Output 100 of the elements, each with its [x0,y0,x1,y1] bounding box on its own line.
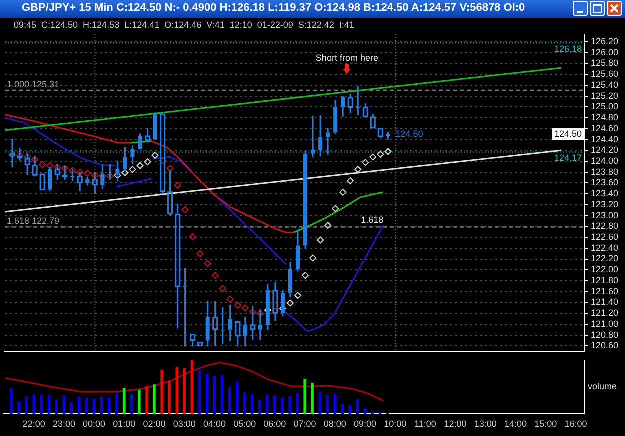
bar [78,396,81,414]
bar [213,376,216,414]
candlestick [341,96,346,118]
bar [236,382,239,414]
y-tick-label: 124.40 [591,134,619,144]
bar [40,395,43,414]
ref-line-label: 1.618 122.79 [7,216,60,226]
x-tick-label: 01:00 [113,419,136,430]
ref-line-label: 124.17 [554,153,582,164]
y-tick-label: 121.00 [591,318,619,329]
y-axis-title: volume [588,382,618,392]
bar [266,395,269,414]
x-tick-label: 09:00 [354,419,377,430]
bar [138,390,141,414]
candlestick [198,342,204,346]
bar [288,396,292,414]
candlestick [108,164,112,181]
x-tick-label: 00:00 [83,419,106,430]
annotation: 1.618 [361,215,384,226]
ref-line-label: 1.000 125.31 [7,79,60,90]
bar [244,392,246,414]
candlestick [183,267,188,348]
candlestick [138,133,142,150]
x-tick-label: 12:00 [444,419,467,430]
y-tick-label: 122.40 [591,242,619,253]
y-tick-label: 121.40 [591,297,619,308]
bar [364,408,367,414]
bar [32,394,36,414]
bar [123,388,126,414]
x-tick-label: 08:00 [324,419,346,430]
bar [55,400,58,414]
candlestick [272,281,278,322]
y-tick-label: 123.80 [591,166,619,177]
y-tick-label: 125.00 [591,102,619,112]
y-tick-label: 125.60 [591,69,619,80]
y-tick-label: 123.60 [591,178,619,188]
bar [274,395,276,414]
candlestick [311,115,316,158]
bar [168,380,171,414]
y-tick-label: 121.20 [591,308,619,318]
candlestick [130,145,135,165]
x-tick-label: 11:00 [414,419,436,430]
candlestick [235,321,241,348]
bar [228,387,232,414]
y-tick-label: 124.20 [591,145,619,156]
x-tick-label: 22:00 [22,419,46,430]
x-tick-label: 02:00 [143,419,166,430]
x-tick-label: 04:00 [203,419,226,430]
bar [348,405,352,414]
y-tick-label: 126.20 [591,36,619,46]
y-tick-label: 123.40 [591,188,619,199]
bar [176,367,178,414]
y-tick-label: 124.00 [591,156,619,166]
candlestick [40,174,46,191]
candlestick [86,176,90,187]
x-tick-label: 10:00 [384,419,407,430]
x-tick-label: 03:00 [173,419,196,430]
bar [70,402,74,414]
bar [160,370,164,414]
x-tick-label: 13:00 [474,419,497,430]
bar [25,396,28,414]
candlestick [386,131,390,140]
bar [48,395,50,414]
candlestick [348,93,354,114]
bar [334,394,336,414]
x-tick-label: 15:00 [534,419,558,430]
annotation: 124.50 [554,128,582,139]
bar [130,394,134,414]
y-tick-label: 121.80 [591,275,619,286]
bar [62,395,66,414]
bar [10,388,13,414]
y-tick-label: 123.20 [591,199,619,210]
bar [198,370,202,414]
y-tick-label: 123.00 [591,210,619,220]
y-tick-label: 120.80 [591,330,619,340]
candlestick [153,112,158,140]
x-tick-label: 14:00 [504,419,528,430]
bar [281,398,284,414]
bar [311,382,314,414]
candlestick [190,334,196,348]
bar [153,384,156,414]
bar [258,400,262,414]
annotation: 124.50 [396,128,424,139]
bar [116,394,118,414]
candlestick [356,85,360,116]
x-tick-label: 16:00 [564,419,588,430]
bar [326,395,329,414]
candlestick [334,99,338,136]
bar [183,368,186,414]
chart-title: GBP/JPY+ 15 Min C:124.50 N:- 0.4900 H:126.18 L:119.37 O:124.98 B:124.50 A:124.57 V:56878 OI:0 [22,2,526,14]
bar [18,402,20,414]
candlestick [318,114,323,158]
y-tick-label: 120.60 [591,340,619,351]
x-tick-label: 07:00 [294,419,316,430]
candlestick [304,150,308,250]
bar [356,399,360,414]
bar [341,404,344,414]
y-tick-label: 125.20 [591,90,619,101]
candlestick [175,203,181,330]
candlestick [220,306,225,345]
